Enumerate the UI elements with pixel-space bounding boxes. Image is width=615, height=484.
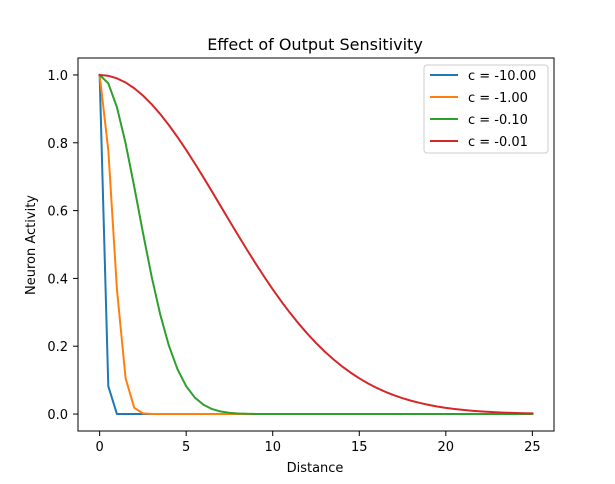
y-tick-label: 0.0	[47, 408, 68, 423]
series-layer	[98, 73, 534, 416]
y-axis-label: Neuron Activity	[24, 195, 39, 295]
y-tick-label: 0.4	[47, 272, 68, 287]
x-tick-label: 0	[95, 440, 103, 455]
x-tick-label: 20	[438, 440, 455, 455]
legend-label-2: c = -1.00	[468, 91, 528, 106]
legend-box	[423, 64, 549, 154]
plot-frame	[77, 57, 555, 432]
y-tick-label: 0.8	[47, 137, 68, 152]
x-tick-label: 10	[264, 440, 281, 455]
plot-area: 0 5 10 15 20 25 0.0 0.2 0.4 0.6 0.8 1.0	[47, 57, 555, 455]
x-tick-label: 5	[182, 440, 190, 455]
x-axis-label: Distance	[287, 461, 344, 476]
y-axis: 0.0 0.2 0.4 0.6 0.8 1.0	[47, 69, 78, 423]
legend-label-3: c = -0.10	[468, 113, 528, 128]
legend-label-1: c = -10.00	[468, 69, 536, 84]
legend: c = -10.00 c = -1.00 c = -0.10 c = -0.01	[423, 64, 549, 154]
series-line-4	[98, 73, 534, 415]
y-tick-label: 0.2	[47, 340, 68, 355]
x-tick-label: 15	[351, 440, 368, 455]
chart-title: Effect of Output Sensitivity	[207, 35, 423, 54]
x-axis: 0 5 10 15 20 25	[95, 431, 541, 455]
y-tick-label: 0.6	[47, 205, 68, 220]
y-tick-label: 1.0	[47, 69, 68, 84]
legend-label-4: c = -0.01	[468, 135, 528, 150]
x-tick-label: 25	[524, 440, 541, 455]
series-line-3	[98, 73, 534, 416]
